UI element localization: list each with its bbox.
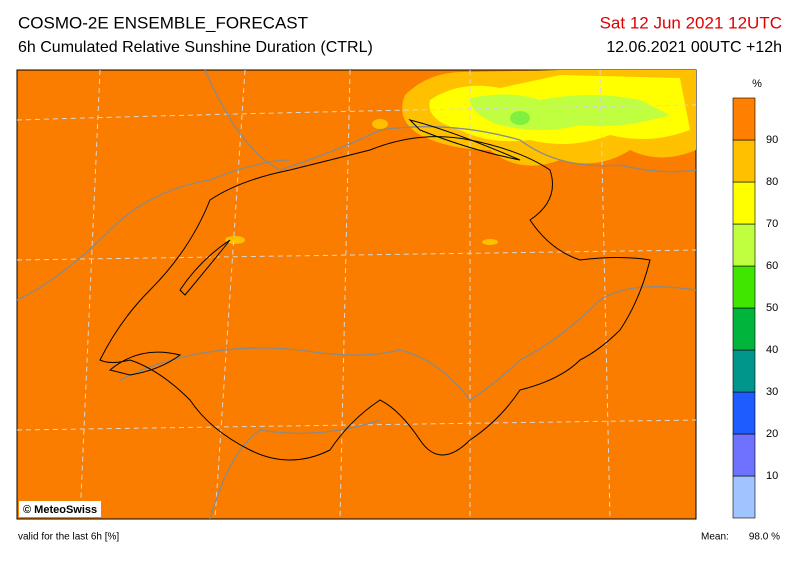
colorbar-band bbox=[732, 433, 756, 477]
run-time: 12.06.2021 00UTC +12h bbox=[606, 39, 782, 56]
colorbar-band bbox=[732, 307, 756, 351]
colorbar-tick-label: 10 bbox=[766, 470, 778, 482]
patch bbox=[510, 111, 530, 125]
colorbar-band bbox=[732, 391, 756, 435]
unit: % bbox=[752, 78, 762, 90]
colorbar-band bbox=[732, 181, 756, 225]
colorbar-band bbox=[732, 265, 756, 309]
patch bbox=[372, 119, 388, 129]
colorbar-tick-label: 20 bbox=[766, 428, 778, 440]
colorbar-tick-label: 40 bbox=[766, 344, 778, 356]
patch bbox=[482, 239, 498, 245]
map: © MeteoSwiss bbox=[16, 69, 697, 520]
colorbar-tick-label: 90 bbox=[766, 134, 778, 146]
subtitle: 6h Cumulated Relative Sunshine Duration … bbox=[18, 39, 373, 56]
patch bbox=[225, 236, 245, 244]
colorbar-band bbox=[732, 97, 756, 141]
valid-time: Sat 12 Jun 2021 12UTC bbox=[600, 13, 782, 32]
swiss-border bbox=[99, 119, 651, 461]
colorbar-tick-label: 50 bbox=[766, 302, 778, 314]
borders bbox=[16, 69, 697, 520]
colorbar-tick-label: 70 bbox=[766, 218, 778, 230]
colorbar-band bbox=[732, 139, 756, 183]
title: COSMO-2E ENSEMBLE_FORECAST bbox=[18, 13, 308, 32]
mean-label: Mean: bbox=[701, 532, 729, 543]
credit: © MeteoSwiss bbox=[23, 504, 97, 516]
colorbar: % 10 20 30 40 50 60 70 80 90 bbox=[732, 78, 778, 519]
colorbar-band bbox=[732, 349, 756, 393]
colorbar-tick-label: 60 bbox=[766, 260, 778, 272]
mean-value: 98.0 % bbox=[749, 532, 780, 543]
colorbar-tick-label: 80 bbox=[766, 176, 778, 188]
colorbar-tick-label: 30 bbox=[766, 386, 778, 398]
credit-box bbox=[19, 501, 101, 517]
colorbar-band bbox=[732, 223, 756, 267]
footer-note: valid for the last 6h [%] bbox=[18, 532, 119, 543]
colorbar-band bbox=[732, 475, 756, 519]
